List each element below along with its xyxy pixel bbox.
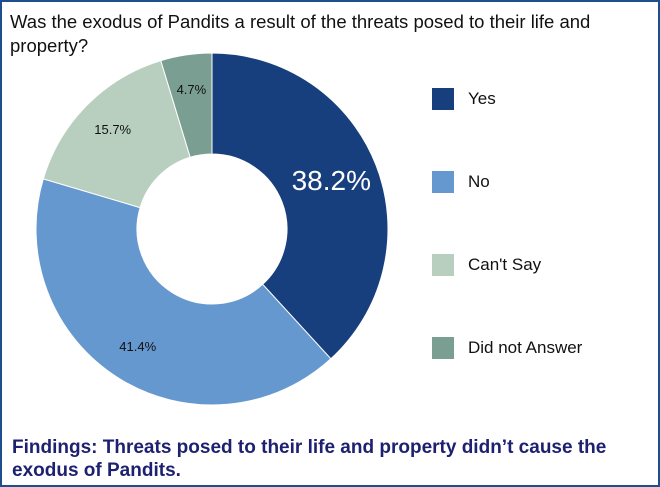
legend-item-did-not-answer: Did not Answer <box>432 335 632 361</box>
legend-swatch <box>432 337 454 359</box>
slice-label-no: 41.4% <box>119 339 156 354</box>
legend-item-can-t-say: Can't Say <box>432 252 632 278</box>
legend-label: Did not Answer <box>468 338 583 357</box>
findings-text: Findings: Threats posed to their life an… <box>12 437 607 481</box>
slice-label-can-t-say: 15.7% <box>94 122 131 137</box>
legend-swatch <box>432 254 454 276</box>
legend-label: Can't Say <box>468 255 542 274</box>
slice-label-yes: 38.2% <box>292 165 371 196</box>
legend-swatch <box>432 171 454 193</box>
slice-can-t-say <box>42 59 191 209</box>
legend-item-no: No <box>432 169 632 195</box>
slice-label-did-not-answer: 4.7% <box>177 82 207 97</box>
chart-question-title: Was the exodus of Pandits a result of th… <box>10 11 591 56</box>
slice-yes <box>211 52 389 360</box>
legend-label: Yes <box>468 89 496 108</box>
slice-no <box>35 178 332 406</box>
legend-item-yes: Yes <box>432 86 632 112</box>
legend-label: No <box>468 172 490 191</box>
slice-did-not-answer <box>160 52 213 158</box>
legend-swatch <box>432 88 454 110</box>
